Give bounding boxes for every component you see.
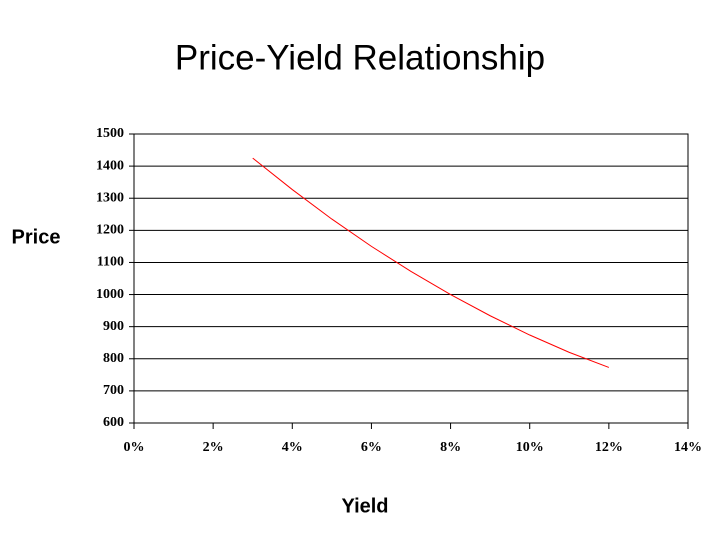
y-tick-label: 1200	[96, 223, 124, 238]
y-tick-label: 800	[103, 351, 124, 366]
x-tick-label: 2%	[203, 440, 224, 455]
y-tick-label: 600	[103, 415, 124, 430]
y-axis-label: Price	[12, 226, 61, 248]
y-tick-label: 1300	[96, 190, 124, 205]
x-tick-label: 8%	[440, 440, 461, 455]
x-tick-label: 14%	[674, 440, 702, 455]
x-tick-label: 0%	[124, 440, 145, 455]
y-tick-label: 1500	[96, 126, 124, 141]
y-tick-label: 700	[103, 383, 124, 398]
x-tick-label: 4%	[282, 440, 303, 455]
x-axis-label: Yield	[341, 495, 388, 517]
y-tick-label: 900	[103, 319, 124, 334]
x-tick-label: 10%	[516, 440, 544, 455]
y-tick-label: 1000	[96, 287, 124, 302]
chart-title: Price-Yield Relationship	[175, 38, 545, 77]
plot-frame	[133, 133, 689, 424]
y-tick-label: 1400	[96, 158, 124, 173]
data-line	[252, 157, 610, 368]
x-tick-label: 12%	[595, 440, 623, 455]
x-tick-label: 6%	[361, 440, 382, 455]
y-tick-label: 1100	[97, 255, 124, 270]
